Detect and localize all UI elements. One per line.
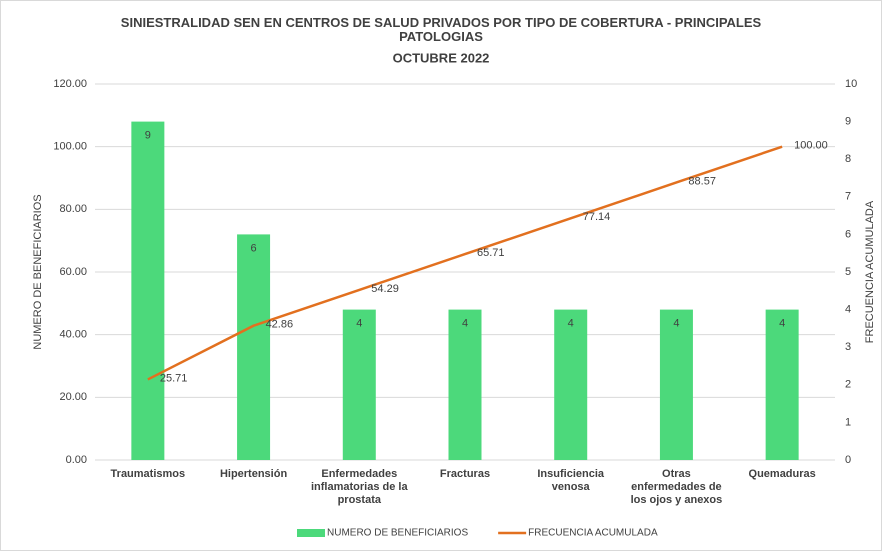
data-label: 4 (779, 318, 785, 330)
bar (342, 309, 376, 460)
x-tick-box: Quemaduras (748, 468, 816, 480)
data-label: 4 (673, 318, 679, 330)
y-tick-label: 0.00 (66, 454, 87, 466)
data-label: 100.00 (794, 140, 828, 152)
y2-tick-label: 0 (845, 454, 851, 466)
bar (131, 121, 165, 460)
data-label: 25.71 (160, 372, 188, 384)
x-tick-label: Hipertensión (219, 468, 288, 480)
x-tick-box: Enfermedades inflamatorias de la prostat… (310, 468, 408, 506)
y2-axis-label: FRECUENCIA ACUMULADA (864, 200, 876, 343)
y2-tick-label: 6 (845, 228, 851, 240)
data-label: 42.86 (266, 319, 294, 331)
chart-title: SINIESTRALIDAD SEN EN CENTROS DE SALUD P… (120, 16, 762, 44)
data-label: 77.14 (583, 211, 611, 223)
y2-tick-label: 8 (845, 153, 851, 165)
x-tick-box: Traumatismos (110, 468, 186, 480)
y2-tick-label: 5 (845, 266, 851, 278)
legend-label: FRECUENCIA ACUMULADA (528, 528, 658, 539)
y2-tick-label: 7 (845, 191, 851, 203)
data-label: 4 (568, 318, 574, 330)
data-label: 54.29 (371, 283, 399, 295)
y2-tick-label: 9 (845, 116, 851, 128)
line (147, 145, 783, 381)
x-tick-label: Otras enfermedades de los ojos y anexos (630, 468, 723, 506)
data-label: 9 (145, 130, 151, 142)
x-tick-label: Insuficiencia venosa (537, 468, 605, 493)
y2-tick-label: 2 (845, 379, 851, 391)
bar (554, 309, 588, 460)
y-tick-label: 60.00 (59, 266, 87, 278)
x-tick-label: Quemaduras (748, 468, 816, 480)
y-tick-label: 80.00 (59, 203, 87, 215)
y-tick-label: 20.00 (59, 391, 87, 403)
y2-tick-label: 10 (845, 78, 857, 90)
title-box: SINIESTRALIDAD SEN EN CENTROS DE SALUD P… (120, 16, 762, 44)
y-tick-label: 100.00 (53, 141, 87, 153)
x-tick-box: Otras enfermedades de los ojos y anexos (630, 468, 723, 506)
bar (659, 309, 693, 460)
bar (765, 309, 799, 460)
y-axis-label: NUMERO DE BENEFICIARIOS (32, 194, 44, 349)
x-tick-box: Fracturas (439, 468, 491, 480)
data-label: 6 (251, 242, 257, 254)
data-label: 88.57 (688, 175, 716, 187)
data-label: 4 (462, 318, 468, 330)
y2-tick-label: 4 (845, 304, 851, 316)
y2-tick-label: 1 (845, 416, 851, 428)
x-tick-box: Insuficiencia venosa (537, 468, 605, 493)
x-tick-box: Hipertensión (219, 468, 288, 480)
bar (237, 234, 271, 460)
y2-tick-label: 3 (845, 341, 851, 353)
legend-label: NUMERO DE BENEFICIARIOS (327, 528, 468, 539)
data-label: 4 (356, 318, 362, 330)
data-label: 65.71 (477, 247, 505, 259)
x-tick-label: Enfermedades inflamatorias de la prostat… (310, 468, 408, 506)
legend-swatch (297, 529, 325, 537)
bar (448, 309, 482, 460)
y-tick-label: 120.00 (53, 78, 87, 90)
y-tick-label: 40.00 (59, 329, 87, 341)
x-tick-label: Fracturas (439, 468, 491, 480)
chart-subtitle: OCTUBRE 2022 (393, 50, 490, 65)
x-tick-label: Traumatismos (110, 468, 186, 480)
